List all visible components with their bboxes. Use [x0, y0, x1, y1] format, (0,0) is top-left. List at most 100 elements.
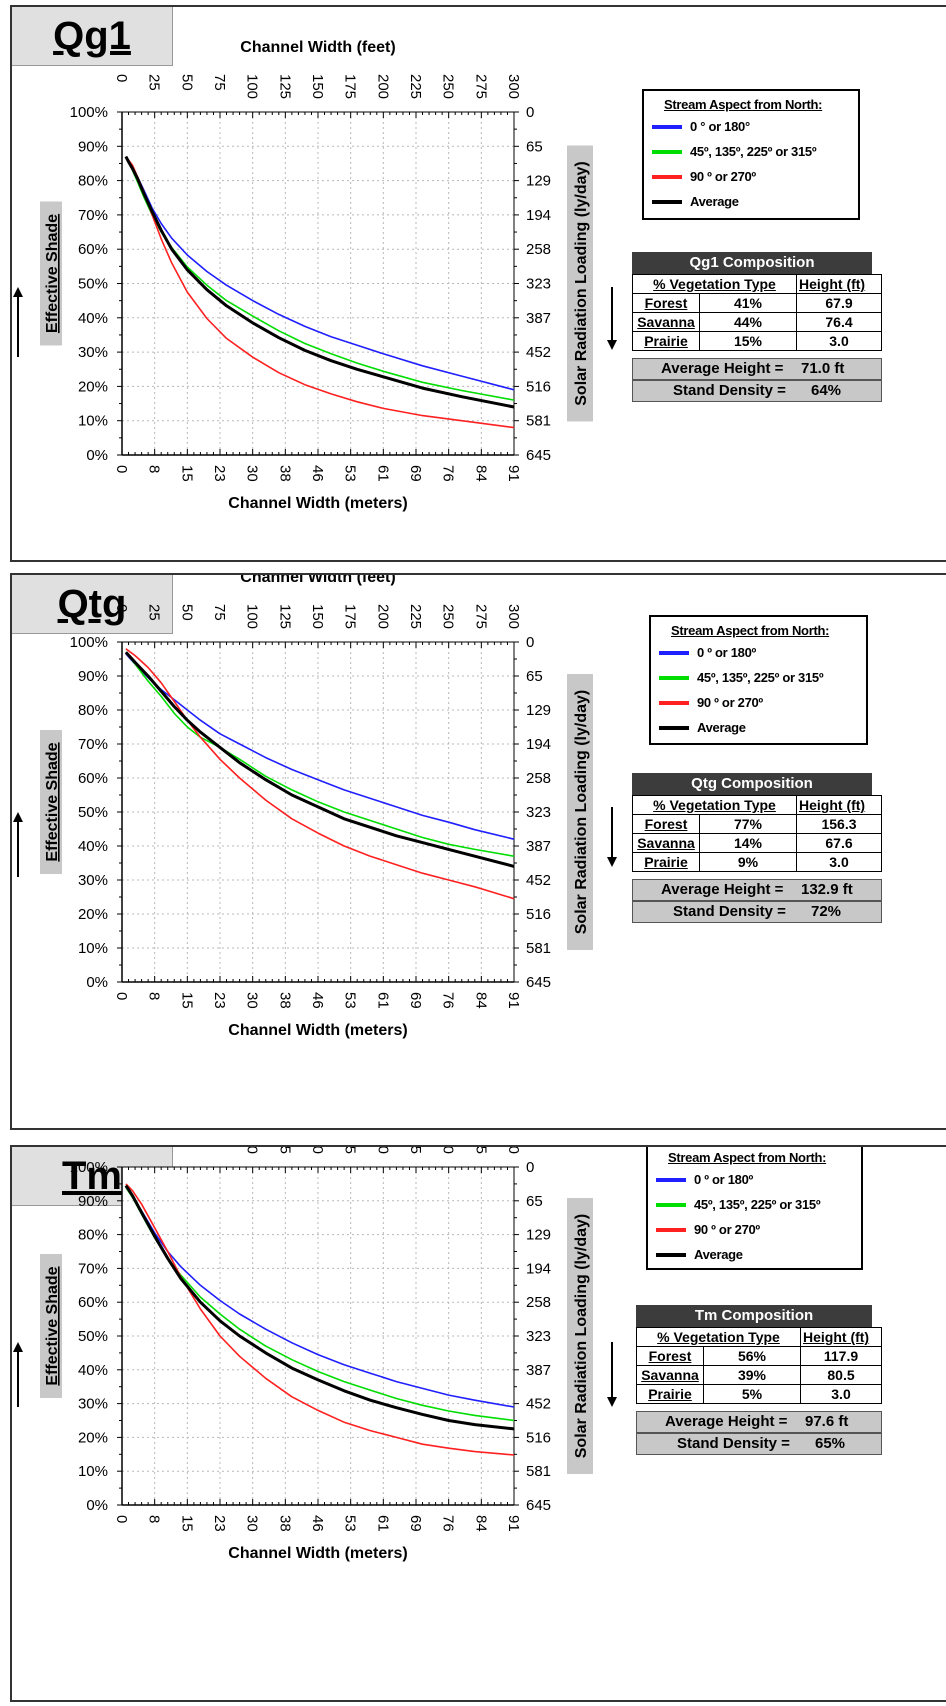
composition-grid: % Vegetation Type Height (ft) Forest 56% 117…: [636, 1327, 882, 1404]
top-tick-label: 0: [113, 604, 130, 612]
y2-tick-label: 387: [526, 310, 551, 327]
legend-item: Average: [659, 720, 862, 736]
average-height-value: 71.0 ft: [801, 360, 845, 377]
legend-label: Average: [694, 1247, 743, 1262]
average-height-label: Average Height =: [661, 881, 784, 898]
top-tick-label: 225: [407, 1145, 424, 1154]
top-tick-label: 125: [276, 74, 293, 99]
vegetation-height: 3.0: [796, 852, 882, 872]
composition-title: Qtg Composition: [632, 773, 872, 795]
legend-swatch: [656, 1203, 686, 1207]
composition-row: Forest 56% 117.9: [636, 1346, 882, 1366]
y2-tick-label: 0: [526, 634, 534, 651]
y2-tick-label: 387: [526, 838, 551, 855]
composition-row: Savanna 44% 76.4: [632, 312, 882, 332]
bottom-tick-label: 91: [505, 992, 522, 1009]
vegetation-type: Savanna: [636, 1365, 704, 1385]
bottom-tick-label: 15: [178, 992, 195, 1009]
legend: Stream Aspect from North: 0 ° or 180° 45º,…: [642, 89, 860, 220]
legend-label: 45º, 135º, 225º or 315º: [690, 144, 817, 159]
y-tick-label: 30%: [78, 344, 108, 361]
bottom-tick-label: 0: [113, 1515, 130, 1523]
y2-tick-label: 516: [526, 1429, 551, 1446]
bottom-tick-label: 0: [113, 465, 130, 473]
stand-density-row: Stand Density = 64%: [632, 380, 882, 402]
legend-item: 90 º or 270º: [656, 1222, 857, 1238]
y2-tick-label: 129: [526, 173, 551, 190]
composition-table: Tm Composition% Vegetation Type Height (f…: [636, 1305, 882, 1465]
composition-grid: % Vegetation Type Height (ft) Forest 41% 67.…: [632, 274, 882, 351]
y-tick-label: 50%: [78, 1328, 108, 1345]
bottom-tick-label: 53: [342, 465, 359, 482]
vegetation-height: 67.6: [796, 833, 882, 853]
arrow-down-icon: [607, 287, 617, 350]
bottom-tick-label: 84: [472, 992, 489, 1009]
legend-item: 0 º or 180º: [656, 1172, 857, 1188]
x-axis-title: Channel Width (meters): [228, 1022, 407, 1039]
top-tick-label: 275: [472, 604, 489, 629]
y-tick-label: 80%: [78, 1227, 108, 1244]
top-tick-label: 100: [244, 1145, 261, 1154]
bottom-tick-label: 23: [211, 992, 228, 1009]
vegetation-type: Savanna: [632, 312, 700, 332]
legend: Stream Aspect from North: 0 º or 180º 45º,…: [646, 1147, 863, 1270]
y2-tick-label: 323: [526, 276, 551, 293]
y-tick-label: 30%: [78, 872, 108, 889]
stand-density-row: Stand Density = 65%: [636, 1433, 882, 1455]
legend-label: Average: [697, 720, 746, 735]
y2-tick-label: 194: [526, 207, 551, 224]
legend-label: 90 º or 270º: [697, 695, 763, 710]
y2-tick-label: 323: [526, 1328, 551, 1345]
y-tick-label: 60%: [78, 241, 108, 258]
top-tick-label: 25: [146, 1145, 163, 1146]
y2-tick-label: 194: [526, 736, 551, 753]
top-tick-label: 75: [211, 1145, 228, 1146]
legend-swatch: [652, 125, 682, 129]
top-tick-label: 150: [309, 604, 326, 629]
y2-tick-label: 129: [526, 702, 551, 719]
series-line-average: [124, 651, 515, 868]
vegetation-type: Forest: [632, 293, 700, 313]
vegetation-type: Prairie: [632, 331, 700, 351]
y-tick-label: 80%: [78, 173, 108, 190]
legend-swatch: [659, 701, 689, 705]
vegetation-height: 3.0: [800, 1384, 882, 1404]
y2-tick-label: 452: [526, 344, 551, 361]
vegetation-height: 67.9: [796, 293, 882, 313]
composition-header-type: % Vegetation Type: [632, 274, 797, 294]
composition-title: Qg1 Composition: [632, 252, 872, 274]
bottom-tick-label: 38: [276, 992, 293, 1009]
average-height-label: Average Height =: [665, 1413, 788, 1430]
composition-header-height: Height (ft): [800, 1327, 882, 1347]
average-height-row: Average Height = 71.0 ft: [632, 358, 882, 380]
composition-grid: % Vegetation Type Height (ft) Forest 77% 156…: [632, 795, 882, 872]
legend-swatch: [656, 1178, 686, 1182]
y-tick-label: 0%: [86, 1497, 108, 1514]
y2-tick-label: 258: [526, 1294, 551, 1311]
vegetation-percent: 39%: [703, 1365, 801, 1385]
bottom-tick-label: 76: [440, 465, 457, 482]
top-tick-label: 250: [440, 74, 457, 99]
legend-item: 90 º or 270º: [659, 695, 862, 711]
y-tick-label: 100%: [70, 104, 108, 121]
arrow-down-icon: [607, 807, 617, 867]
top-tick-label: 275: [472, 1145, 489, 1154]
legend-label: 45º, 135º, 225º or 315º: [694, 1197, 821, 1212]
top-tick-label: 175: [342, 74, 359, 99]
y-tick-label: 90%: [78, 1193, 108, 1210]
y-tick-label: 20%: [78, 1429, 108, 1446]
y2-axis-title-box: [567, 145, 593, 422]
top-tick-label: 200: [374, 1145, 391, 1154]
arrow-up-icon: [13, 287, 23, 357]
bottom-tick-label: 53: [342, 992, 359, 1009]
legend-label: 90 º or 270º: [690, 169, 756, 184]
y-tick-label: 60%: [78, 1294, 108, 1311]
y-tick-label: 0%: [86, 447, 108, 464]
y-tick-label: 60%: [78, 770, 108, 787]
y-tick-label: 40%: [78, 1362, 108, 1379]
legend-label: 45º, 135º, 225º or 315º: [697, 670, 824, 685]
vegetation-height: 76.4: [796, 312, 882, 332]
